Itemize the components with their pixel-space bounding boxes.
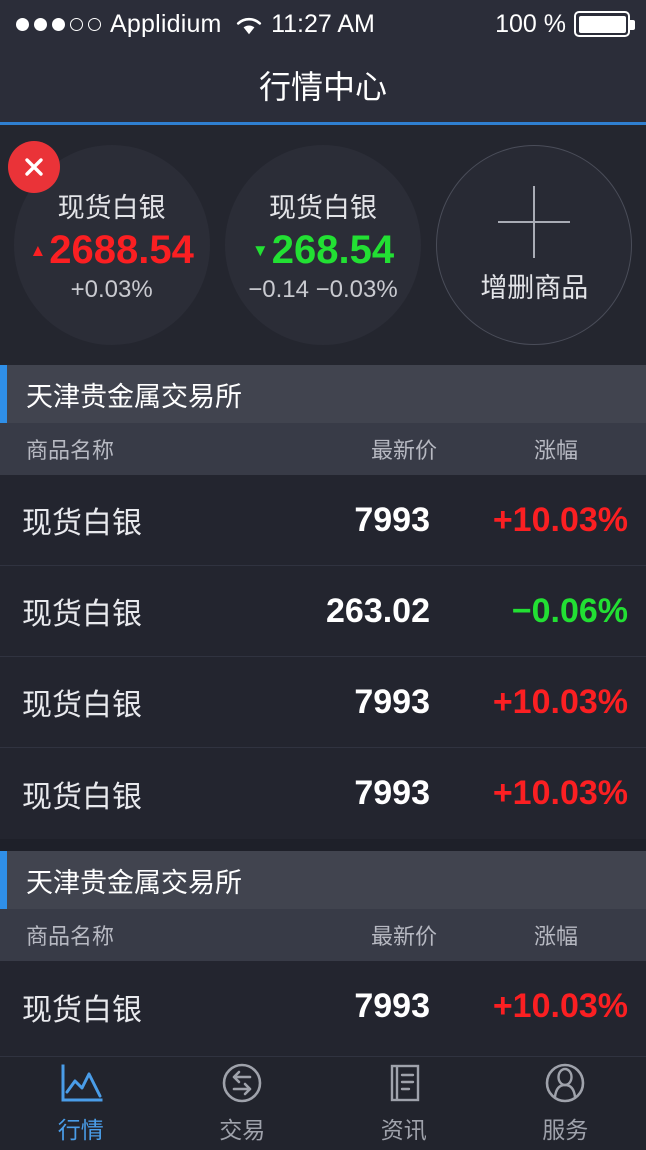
table-row[interactable]: 现货白银 7993 +10.03% (0, 961, 646, 1052)
column-header-row: 商品名称 最新价 涨幅 (0, 423, 646, 475)
close-icon[interactable] (7, 141, 60, 193)
card-price-value: 268.54 (271, 228, 395, 272)
carrier-label: Applidium (110, 9, 222, 38)
table-row[interactable]: 现货白银 7993 +10.03% (0, 748, 646, 839)
section-divider (0, 839, 646, 851)
card-price: ▼ 268.54 (252, 229, 394, 271)
tab-news[interactable]: 资讯 (323, 1057, 485, 1150)
card-price-value: 2688.54 (49, 228, 194, 272)
row-name: 现货白银 (22, 598, 142, 631)
row-price: 7993 (354, 500, 430, 539)
row-price: 7993 (354, 682, 430, 721)
column-header-change: 涨幅 (533, 438, 578, 463)
section-title: 天津贵金属交易所 (0, 851, 646, 909)
add-remove-product-button[interactable]: 增删商品 (436, 145, 633, 345)
card-change: +0.03% (70, 276, 153, 303)
row-name: 现货白银 (22, 993, 142, 1027)
plus-icon (498, 185, 571, 258)
row-name: 现货白银 (22, 507, 142, 540)
tab-service[interactable]: 服务 (485, 1057, 646, 1150)
tab-trade[interactable]: 交易 (162, 1057, 324, 1150)
column-header-price: 最新价 (370, 924, 437, 949)
column-header-price: 最新价 (370, 438, 437, 463)
table-row[interactable]: 现货白银 7993 +10.03% (0, 657, 646, 748)
column-header-row: 商品名称 最新价 涨幅 (0, 909, 646, 961)
table-row[interactable]: 现货白银 7993 +10.03% (0, 475, 646, 566)
watchlist-cards: 现货白银 ▲ 2688.54 +0.03% 现货白银 ▼ 268.54 −0.1… (0, 125, 646, 365)
row-price: 263.02 (326, 591, 430, 630)
watchlist-card[interactable]: 现货白银 ▲ 2688.54 +0.03% (7, 141, 210, 345)
add-remove-label: 增删商品 (480, 272, 589, 303)
quote-list: 现货白银 7993 +10.03% 现货白银 263.02 −0.06% 现货白… (0, 475, 646, 839)
row-price: 7993 (354, 774, 430, 812)
status-bar: Applidium 11:27 AM 100 % (0, 0, 646, 48)
arrow-up-icon: ▲ (29, 240, 47, 260)
row-name: 现货白银 (22, 689, 142, 722)
tab-label: 服务 (542, 1117, 589, 1143)
column-header-name: 商品名称 (26, 438, 115, 463)
watchlist-card[interactable]: 现货白银 ▼ 268.54 −0.14 −0.03% (224, 145, 421, 345)
row-name: 现货白银 (22, 780, 142, 814)
tab-label: 资讯 (380, 1117, 427, 1143)
tab-label: 行情 (57, 1117, 104, 1143)
card-name: 现货白银 (57, 193, 166, 223)
row-change: +10.03% (492, 682, 628, 721)
wifi-icon (235, 14, 263, 35)
row-price: 7993 (354, 987, 430, 1025)
row-change: +10.03% (492, 500, 628, 539)
row-change: +10.03% (492, 987, 628, 1025)
card-name: 现货白银 (268, 193, 377, 223)
tab-label: 交易 (219, 1117, 266, 1143)
table-row[interactable]: 现货白银 263.02 −0.06% (0, 566, 646, 657)
card-price: ▲ 2688.54 (29, 229, 193, 271)
exchange-section: 天津贵金属交易所 商品名称 最新价 涨幅 现货白银 7993 +10.03% (0, 851, 646, 1052)
person-icon (540, 1062, 590, 1106)
card-change: −0.14 −0.03% (248, 276, 398, 303)
chart-icon (56, 1062, 106, 1106)
exchange-section: 天津贵金属交易所 商品名称 最新价 涨幅 现货白银 7993 +10.03% 现… (0, 365, 646, 839)
section-title: 天津贵金属交易所 (0, 365, 646, 423)
status-bar-left: Applidium (16, 10, 263, 39)
tab-bar: 行情 交易 资讯 (0, 1056, 646, 1150)
column-header-change: 涨幅 (533, 924, 578, 949)
row-change: +10.03% (492, 774, 628, 812)
battery-percent-label: 100 % (495, 9, 566, 38)
battery-icon (574, 11, 635, 37)
status-bar-right: 100 % (495, 9, 635, 39)
quote-list: 现货白银 7993 +10.03% (0, 961, 646, 1052)
column-header-name: 商品名称 (26, 924, 115, 949)
document-icon (379, 1062, 429, 1106)
tab-market[interactable]: 行情 (0, 1057, 162, 1150)
arrow-down-icon: ▼ (251, 240, 269, 260)
exchange-icon (217, 1062, 267, 1106)
page-title: 行情中心 (0, 48, 646, 125)
row-change: −0.06% (511, 591, 628, 630)
signal-strength-icon (16, 17, 101, 31)
